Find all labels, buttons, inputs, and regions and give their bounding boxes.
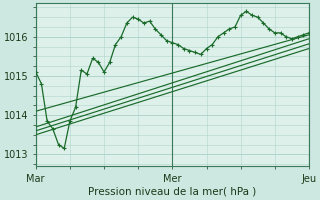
X-axis label: Pression niveau de la mer( hPa ): Pression niveau de la mer( hPa ) [88, 187, 256, 197]
